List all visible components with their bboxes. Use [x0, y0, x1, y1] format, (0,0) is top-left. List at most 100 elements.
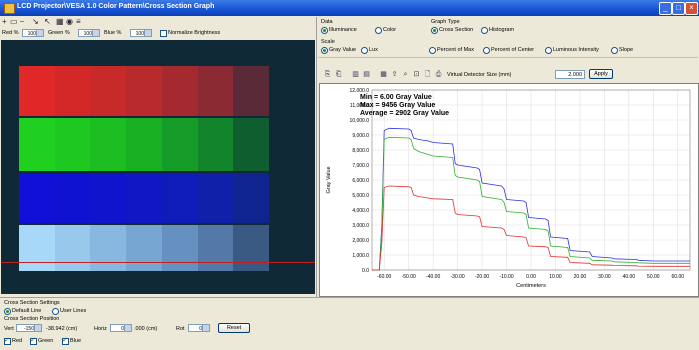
rectangle-icon[interactable]: ▭ — [10, 17, 18, 26]
x-tick-label: -40.00 — [426, 274, 440, 280]
pattern-cell — [54, 118, 91, 171]
palette-icon[interactable]: ◉ — [66, 17, 73, 26]
pattern-row-white — [19, 225, 270, 271]
y-tick-label: 11,000.0 — [350, 103, 369, 109]
default-line-label: Default Line — [12, 308, 42, 314]
series-line-2 — [372, 185, 690, 271]
image-icon[interactable]: ▦ — [56, 17, 64, 26]
illuminance-radio[interactable] — [321, 27, 328, 34]
red-percent-input[interactable]: 100 — [22, 29, 44, 37]
cross-section-line[interactable] — [1, 262, 315, 263]
x-tick-label: -50.00 — [402, 274, 416, 280]
pattern-cell — [126, 225, 162, 271]
export-icon[interactable]: ⇪ — [391, 71, 398, 78]
luminous-intensity-radio[interactable] — [545, 47, 552, 54]
zoom-icon[interactable]: ⌕ — [403, 71, 408, 78]
copy-icon[interactable]: ⎘ — [324, 71, 331, 78]
cross-section-radio[interactable] — [431, 27, 438, 34]
line-icon[interactable]: ⎯ — [20, 17, 24, 26]
blue-percent-label: Blue % — [104, 30, 122, 36]
graph-panel: Data Illuminance Color Graph Type Cross … — [316, 17, 699, 297]
y-tick-label: 2,000.0 — [352, 238, 369, 244]
pattern-cell — [19, 173, 55, 223]
color-pattern-image[interactable] — [1, 40, 315, 294]
paste-icon[interactable]: ⎗ — [335, 71, 342, 78]
pointer-icon[interactable]: ↖ — [44, 17, 51, 26]
y-tick-label: 12,000.0 — [350, 88, 370, 94]
blue-channel-label: Blue — [70, 338, 82, 344]
pattern-cell — [233, 225, 270, 271]
blue-channel-checkbox[interactable] — [62, 336, 69, 345]
horiz-input[interactable]: 0 — [110, 324, 132, 332]
pattern-cell — [161, 118, 198, 171]
blue-percent-input[interactable]: 100 — [130, 29, 152, 37]
lux-radio[interactable] — [361, 47, 368, 54]
reset-button[interactable]: Reset — [218, 323, 250, 333]
y-tick-label: 7,000.0 — [352, 163, 369, 169]
pattern-cell — [161, 66, 198, 116]
data-label: Data — [321, 19, 333, 25]
y-tick-label: 4,000.0 — [352, 208, 369, 214]
green-percent-label: Green % — [48, 30, 70, 36]
pattern-cell — [19, 225, 55, 271]
pattern-cell — [197, 66, 234, 116]
maximize-button[interactable]: □ — [672, 2, 685, 15]
default-line-radio[interactable] — [4, 308, 11, 315]
rot-input[interactable]: 0 — [188, 324, 210, 332]
cross-section-chart: 0.0 1,000.0 2,000.0 3,000.0 4,000.0 5,000.0 6,… — [319, 83, 699, 297]
grid-icon[interactable]: ▤ — [363, 71, 370, 78]
y-axis-label: Gray Value — [326, 166, 332, 193]
user-lines-radio[interactable] — [52, 308, 59, 315]
virtual-detector-input[interactable]: 2.000 — [555, 70, 585, 79]
pattern-cell — [233, 66, 270, 116]
percent-of-max-radio[interactable] — [429, 47, 436, 54]
pattern-row-green — [19, 118, 270, 171]
pattern-row-blue — [19, 173, 270, 223]
series-line-0 — [372, 127, 690, 271]
x-tick-label: 50.00 — [647, 274, 660, 280]
histogram-radio[interactable] — [481, 27, 488, 34]
minimize-button[interactable]: _ — [659, 2, 672, 15]
red-channel-checkbox[interactable] — [4, 336, 11, 345]
table-icon[interactable]: ▦ — [380, 71, 387, 78]
percent-of-center-radio[interactable] — [483, 47, 490, 54]
virtual-detector-label: Virtual Detector Size (mm) — [447, 72, 512, 78]
x-tick-label: 30.00 — [598, 274, 611, 280]
list-icon[interactable]: ≡ — [76, 17, 81, 26]
pattern-cell — [90, 66, 127, 116]
x-tick-label: -20.00 — [475, 274, 489, 280]
vert-input[interactable]: -150 — [16, 324, 42, 332]
normalize-brightness-label: Normalize Brightness — [168, 30, 221, 36]
title-bar: LCD Projector\VESA 1.0 Color Pattern\Cro… — [0, 0, 699, 16]
chart-svg: 0.0 1,000.0 2,000.0 3,000.0 4,000.0 5,000.0 6,… — [326, 88, 691, 289]
bar-chart-icon[interactable]: ▥ — [352, 71, 359, 78]
slope-radio[interactable] — [611, 47, 618, 54]
green-percent-input[interactable]: 100 — [78, 29, 100, 37]
measure-icon[interactable]: ↘ — [32, 17, 39, 26]
x-tick-label: -30.00 — [451, 274, 465, 280]
green-channel-checkbox[interactable] — [30, 336, 37, 345]
stat-average: Average = 2902 Gray Value — [360, 110, 450, 117]
pattern-cell — [126, 66, 162, 116]
vert-label: Vert — [4, 326, 14, 332]
close-button[interactable]: × — [685, 2, 698, 15]
apply-button[interactable]: Apply — [589, 69, 613, 79]
horiz-label: Horiz — [94, 326, 107, 332]
color-radio[interactable] — [375, 27, 382, 34]
cross-section-position-label: Cross Section Position — [4, 316, 60, 322]
horiz-cm-readout: .000 (cm) — [134, 326, 158, 332]
image-toolbar: + ▭ ⎯ ↘ ↖ ▦ ◉ ≡ — [0, 17, 316, 27]
fit-icon[interactable]: ⊡ — [413, 71, 420, 78]
document-icon[interactable]: 🗋 — [424, 71, 431, 78]
pattern-cell — [19, 66, 55, 116]
gray-value-radio[interactable] — [321, 47, 328, 54]
pattern-cell — [19, 118, 55, 171]
normalize-brightness-checkbox[interactable] — [160, 30, 167, 37]
x-tick-label: 0.00 — [526, 274, 536, 280]
y-tick-label: 3,000.0 — [352, 223, 369, 229]
pattern-cell — [54, 66, 91, 116]
print-icon[interactable]: ⎙ — [435, 71, 442, 78]
crosshair-icon[interactable]: + — [2, 17, 7, 26]
x-tick-label: 10.00 — [549, 274, 562, 280]
